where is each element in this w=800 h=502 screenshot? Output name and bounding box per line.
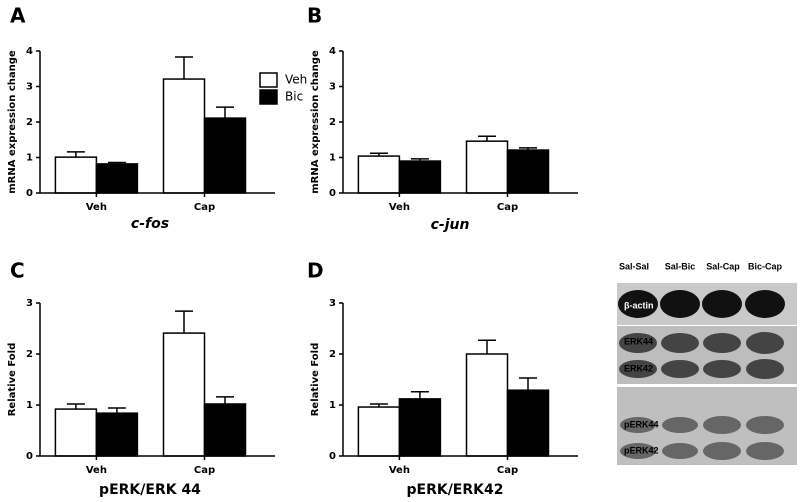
chart-title: c-fos (131, 216, 169, 232)
y-axis-label: Relative Fold (310, 343, 321, 417)
y-tick-label: 2 (26, 117, 33, 128)
y-tick-label: 1 (26, 400, 33, 411)
y-tick-label: 3 (329, 298, 336, 309)
bar (398, 398, 442, 457)
panel-letter: D (307, 259, 324, 283)
y-tick-label: 3 (26, 298, 33, 309)
panel-letter: B (307, 4, 322, 28)
y-tick-label: 3 (329, 82, 336, 93)
x-tick-label: Veh (86, 202, 107, 213)
y-tick-label: 2 (329, 349, 336, 360)
blot-column: Sal-Bic (665, 261, 696, 271)
legend-swatch (259, 72, 278, 88)
x-tick-label: Cap (194, 202, 215, 213)
bar (54, 156, 98, 194)
chart-title: c-jun (431, 217, 470, 233)
y-tick-label: 2 (329, 117, 336, 128)
blot-column: Bic-Cap (748, 261, 783, 271)
x-tick-label: Cap (194, 465, 215, 476)
y-tick-label: 2 (26, 349, 33, 360)
chart-title: pERK/ERK42 (406, 482, 503, 498)
bar (465, 140, 509, 194)
y-tick-label: 1 (329, 400, 336, 411)
bar (506, 389, 550, 457)
blot-row: ERK42 (624, 363, 653, 373)
bar (54, 408, 98, 457)
blot-row: β-actin (624, 300, 654, 310)
y-tick-label: 0 (26, 188, 33, 199)
bar (95, 412, 139, 457)
bar (465, 353, 509, 457)
bar (398, 160, 442, 194)
x-tick-label: Veh (389, 465, 410, 476)
y-tick-label: 0 (26, 451, 33, 462)
bar (203, 403, 247, 457)
chart-title: pERK/ERK 44 (99, 482, 201, 498)
blot-column: Sal-Sal (619, 261, 649, 271)
blot-bands (618, 290, 785, 318)
panel-letter: A (10, 4, 26, 28)
blot-row: pERK42 (624, 445, 659, 455)
western-blot: Sal-Sal Sal-Bic Sal-Cap Bic-Cap β-actin … (617, 261, 797, 465)
bar (95, 163, 139, 194)
y-tick-label: 3 (26, 82, 33, 93)
blot-bands (619, 332, 784, 379)
legend-label: Bic (285, 90, 303, 104)
bar (203, 117, 247, 194)
bar (506, 149, 550, 194)
y-tick-label: 0 (329, 451, 336, 462)
y-tick-label: 0 (329, 188, 336, 199)
blot-column: Sal-Cap (706, 261, 740, 271)
blot-row: pERK44 (624, 419, 659, 429)
blot-row: ERK44 (624, 336, 653, 346)
blot-bands (620, 416, 784, 460)
panel-letter: C (10, 259, 25, 283)
legend-label: Veh (285, 73, 307, 87)
y-tick-label: 4 (329, 46, 336, 57)
y-axis-label: mRNA expression change (7, 50, 18, 194)
x-tick-label: Veh (389, 202, 410, 213)
x-tick-label: Cap (497, 465, 518, 476)
y-axis-label: mRNA expression change (310, 50, 321, 194)
bar (357, 155, 401, 194)
legend-swatch (259, 89, 278, 105)
bar (162, 332, 206, 457)
bar (162, 78, 206, 194)
x-tick-label: Cap (497, 202, 518, 213)
y-tick-label: 4 (26, 46, 33, 57)
bar (357, 406, 401, 457)
y-tick-label: 1 (26, 153, 33, 164)
y-tick-label: 1 (329, 153, 336, 164)
y-axis-label: Relative Fold (7, 343, 18, 417)
x-tick-label: Veh (86, 465, 107, 476)
